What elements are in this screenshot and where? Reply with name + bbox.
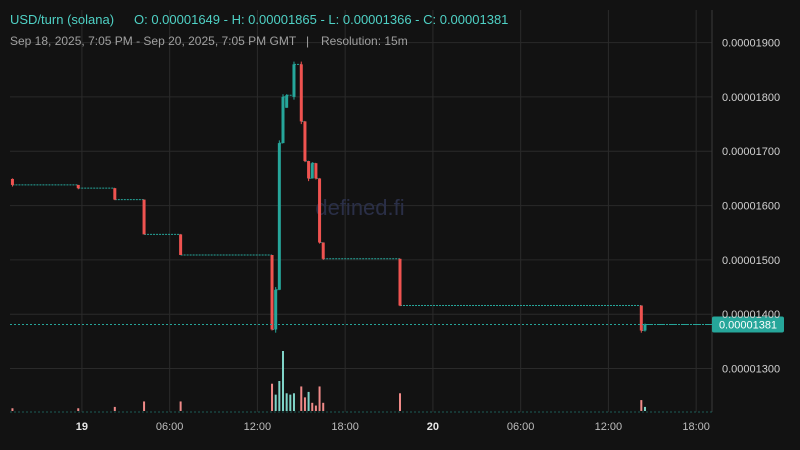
x-tick-label: 18:00 [331, 421, 359, 433]
volume-bars [11, 351, 646, 411]
resolution-label: Resolution: 15m [321, 34, 408, 48]
candle-body [314, 163, 318, 179]
ohlc-readout: O: 0.00001649 - H: 0.00001865 - L: 0.000… [134, 12, 508, 27]
candle-body [398, 258, 402, 306]
y-tick-label: 0.00001400 [722, 309, 780, 321]
candle-body [310, 163, 314, 179]
chart-title: USD/turn (solana) [10, 12, 114, 27]
y-tick-label: 0.00001800 [722, 92, 780, 104]
candle-body [10, 178, 14, 185]
x-tick-label: 19 [76, 421, 88, 433]
x-tick-label: 06:00 [156, 421, 184, 433]
volume-bar [274, 394, 277, 411]
y-tick-label: 0.00001700 [722, 146, 780, 158]
volume-bar [271, 383, 274, 411]
volume-bar [318, 386, 321, 411]
volume-bar [77, 408, 80, 411]
volume-bar [322, 402, 325, 411]
volume-bar [314, 405, 317, 411]
candle-body [643, 324, 647, 331]
x-tick-label: 12:00 [595, 421, 623, 433]
volume-bar [399, 393, 401, 411]
x-axis[interactable]: 19 06:00 12:00 18:00 20 06:00 12:00 18:00 [76, 421, 710, 433]
candle-body [292, 64, 296, 97]
volume-bar [643, 406, 646, 411]
candle-body [639, 305, 643, 331]
x-tick-label: 12:00 [244, 421, 272, 433]
volume-bar [292, 393, 295, 411]
candle-body [299, 64, 303, 122]
y-tick-label: 0.00001500 [722, 255, 780, 267]
candle-body [318, 178, 322, 243]
watermark-text: defined.fi [315, 195, 404, 220]
volume-bar [289, 394, 292, 411]
volume-bar [113, 406, 116, 411]
volume-bar [311, 402, 314, 411]
last-price-label: 0.00001381 [719, 320, 777, 332]
candle-body [307, 161, 311, 179]
y-axis[interactable]: 0.00001300 0.00001400 0.00001500 0.00001600… [722, 38, 780, 376]
volume-bar [11, 408, 14, 411]
volume-bar [143, 401, 146, 411]
x-tick-label: 18:00 [682, 421, 710, 433]
last-price-badge [712, 316, 784, 333]
header-separator: | [306, 34, 309, 48]
candle-body [179, 234, 183, 256]
candle-body [281, 96, 285, 144]
volume-bar [282, 351, 284, 411]
volume-bar [307, 391, 310, 411]
last-price-line: 0.00001381 [10, 316, 784, 333]
x-tick-label: 06:00 [507, 421, 535, 433]
candle-body [76, 184, 80, 189]
y-tick-label: 0.00001600 [722, 201, 780, 213]
candle-body [321, 242, 325, 259]
volume-bar [179, 401, 182, 411]
candle-body [277, 143, 281, 290]
candles [10, 61, 647, 333]
candle-body [113, 188, 117, 200]
candle-body [303, 121, 307, 162]
x-tick-label: 20 [427, 421, 439, 433]
candle-body [285, 95, 289, 108]
volume-bar [278, 381, 281, 411]
volume-bar [300, 386, 303, 411]
volume-bar [303, 397, 306, 411]
volume-bar [285, 393, 288, 411]
candle-body [274, 289, 278, 330]
y-tick-label: 0.00001300 [722, 364, 780, 376]
grid [10, 10, 713, 413]
y-tick-label: 0.00001900 [722, 38, 780, 50]
volume-bar [640, 400, 643, 411]
candle-body [270, 255, 274, 330]
time-range: Sep 18, 2025, 7:05 PM - Sep 20, 2025, 7:… [10, 34, 297, 48]
candle-body [142, 199, 146, 235]
